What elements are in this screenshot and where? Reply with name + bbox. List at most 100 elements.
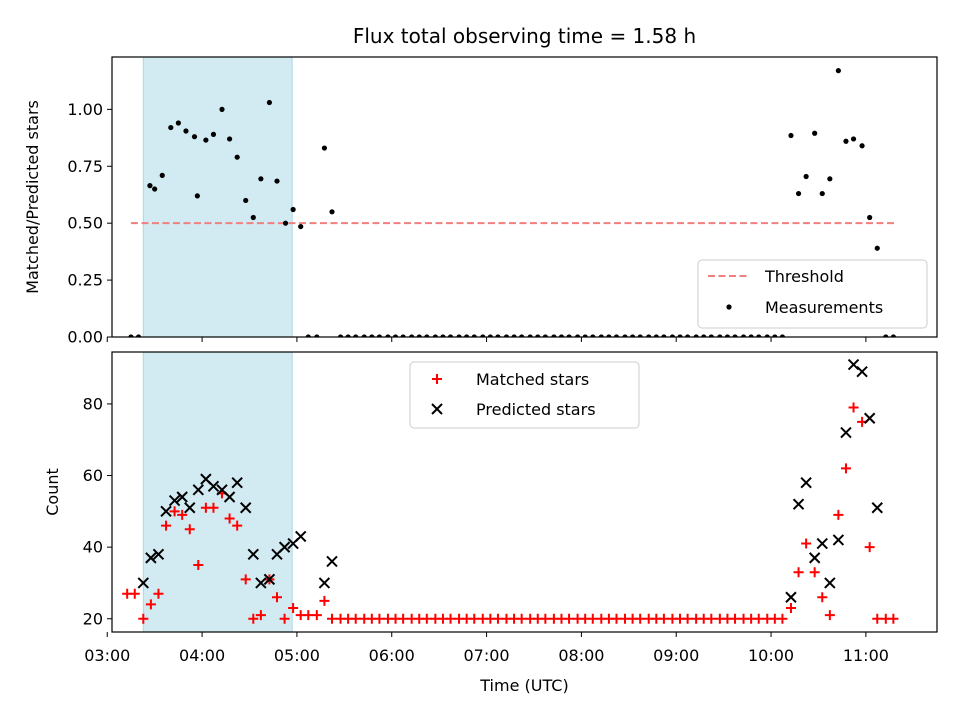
measurement-point <box>495 334 501 337</box>
matched-star-point <box>564 613 575 624</box>
predicted-star-point <box>247 548 260 561</box>
predicted-star-point <box>263 573 276 586</box>
predicted-star-point <box>832 534 845 546</box>
measurement-point <box>890 334 896 337</box>
measurement-point <box>708 334 714 337</box>
measurement-point <box>416 334 422 337</box>
measurement-point <box>385 334 391 337</box>
matched-star-point <box>635 613 646 624</box>
measurement-point <box>456 334 462 337</box>
measurement-point <box>803 173 809 180</box>
panel-ratio: 0.00 0.25 0.50 0.75 1.00 Matched/Predicted st… <box>23 24 938 347</box>
measurement-point <box>551 334 557 337</box>
measurement-point <box>361 334 367 337</box>
y-tick-label: 80 <box>83 394 103 413</box>
measurement-point <box>850 136 857 142</box>
matched-star-point <box>288 603 299 614</box>
matched-star-point <box>240 574 251 585</box>
matched-star-point <box>248 613 259 624</box>
matched-star-point <box>398 613 409 624</box>
measurement-point <box>191 134 198 140</box>
matched-star-point <box>255 610 266 621</box>
measurement-point <box>480 334 486 337</box>
chart-title: Flux total observing time = 1.58 h <box>353 24 696 48</box>
predicted-star-point <box>792 498 805 510</box>
matched-star-point <box>777 613 788 624</box>
observing-window-shade <box>142 351 293 633</box>
measurement-point <box>693 334 699 337</box>
predicted-star-point <box>871 502 883 514</box>
matched-star-point <box>469 613 480 624</box>
measurement-point <box>219 106 225 112</box>
legend-box <box>409 361 640 429</box>
y-tick-label: 0.50 <box>67 214 103 233</box>
measurement-point <box>772 334 778 337</box>
matched-star-point <box>445 613 456 624</box>
predicted-star-point <box>278 541 291 553</box>
measurement-point <box>243 197 249 204</box>
measurement-point <box>653 334 659 337</box>
matched-star-point <box>793 567 804 578</box>
matched-star-point <box>611 613 622 624</box>
predicted-star-point <box>816 537 828 550</box>
measurement-point <box>464 334 470 337</box>
y-tick-label: 40 <box>83 538 103 557</box>
y-tick-label: 0.00 <box>67 328 103 347</box>
measurement-point <box>677 334 683 337</box>
measurement-point <box>337 334 344 337</box>
matched-star-point <box>303 610 314 621</box>
predicted-star-point <box>231 476 243 489</box>
measurement-point <box>606 334 612 337</box>
measurement-point <box>159 172 165 178</box>
measurement-point <box>226 136 233 142</box>
x-axis-label: Time (UTC) <box>479 676 568 695</box>
measurement-point <box>740 334 747 337</box>
measurement-point <box>867 214 873 221</box>
measurement-point <box>152 186 158 192</box>
legend-counts: Matched stars Predicted stars <box>409 361 640 429</box>
matched-star-point <box>706 613 717 624</box>
measurement-point <box>582 334 588 337</box>
measurement-point <box>701 334 707 337</box>
measurement-point <box>511 334 517 337</box>
measurement-point <box>440 334 446 337</box>
predicted-star-point <box>207 480 220 492</box>
measurement-point <box>519 334 525 337</box>
y-axis-label: Matched/Predicted stars <box>23 100 42 294</box>
measurement-point <box>250 214 256 221</box>
matched-star-point <box>753 613 764 624</box>
measurement-point <box>258 176 264 182</box>
legend-measurement-swatch <box>726 304 732 310</box>
measurement-point <box>210 131 217 137</box>
measurement-point <box>779 334 786 337</box>
measurement-point <box>748 334 754 337</box>
measurement-point <box>447 334 454 337</box>
measurement-point <box>827 176 833 182</box>
measurement-point <box>400 334 406 337</box>
measurement-point <box>305 334 311 337</box>
measurement-point <box>128 334 134 337</box>
legend-matched-label: Matched stars <box>476 370 589 389</box>
measurement-point <box>203 137 209 143</box>
measurement-point <box>883 334 889 337</box>
measurement-point <box>135 334 142 337</box>
measurement-point <box>266 99 273 106</box>
matched-star-point <box>161 520 172 531</box>
matched-star-point <box>279 613 290 624</box>
matched-star-point <box>516 613 527 624</box>
x-tick-label: 03:00 <box>84 646 130 665</box>
measurement-point <box>874 245 880 251</box>
predicted-star-point <box>168 494 181 507</box>
measurement-point <box>183 128 189 134</box>
matched-star-point <box>785 603 796 614</box>
measurement-point <box>194 193 200 199</box>
measurement-point <box>788 132 794 139</box>
x-tick-label: 08:00 <box>558 646 604 665</box>
predicted-star-point <box>176 491 188 503</box>
predicted-star-point <box>152 548 165 561</box>
measurement-point <box>298 223 304 230</box>
legend-ratio: Threshold Measurements <box>697 259 928 329</box>
measurement-point <box>669 334 676 337</box>
predicted-star-point <box>223 491 236 503</box>
legend-measurement-label: Measurements <box>765 298 883 317</box>
